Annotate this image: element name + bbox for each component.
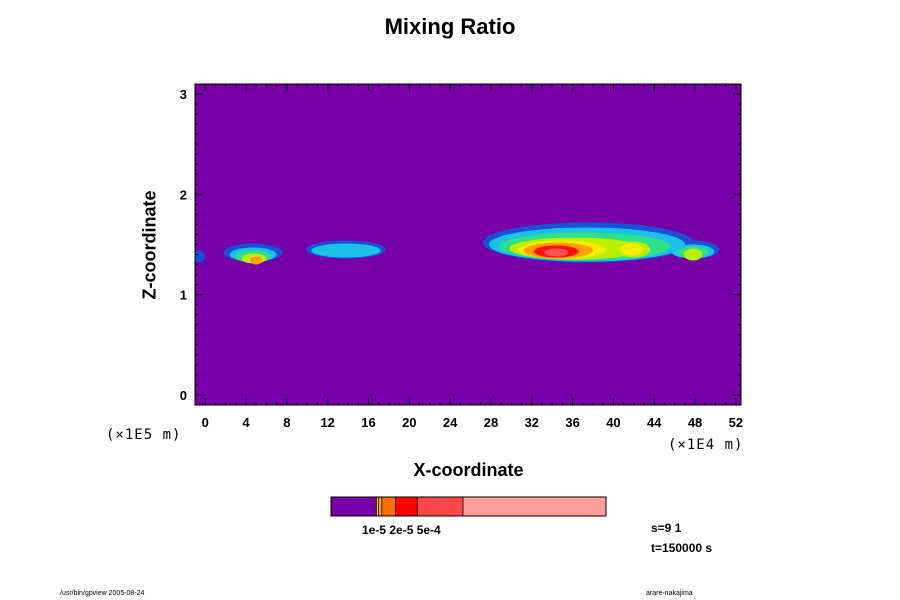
x-tick-label: 8: [283, 415, 290, 430]
x-tick-label: 32: [525, 415, 539, 430]
y-tick-label: 2: [180, 187, 187, 202]
contour-region-3-3: [683, 248, 703, 261]
colorbar-frame: [330, 496, 607, 517]
x-tick-label: 28: [484, 415, 498, 430]
colorbar-segment: [376, 497, 379, 516]
field-contours: [195, 222, 720, 265]
colorbar-segment: [378, 497, 382, 516]
x-tick-label: 0: [202, 415, 209, 430]
y-tick-label: 3: [180, 87, 187, 102]
step-info: s=9 1: [651, 521, 682, 535]
plot-area: [194, 83, 742, 406]
y-axis-unit: (×1E5 m): [106, 427, 182, 443]
contour-region-7-0: [544, 248, 569, 257]
colorbar-segment: [331, 497, 377, 516]
x-tick-label: 40: [606, 415, 620, 430]
contour-region-1-1: [311, 243, 381, 258]
colorbar-tick-labels: 1e-5 2e-5 5e-4: [362, 523, 441, 537]
footer-author: arare-nakajima: [646, 590, 693, 597]
x-tick-label: 12: [320, 415, 334, 430]
colorbar-segment: [381, 497, 396, 516]
x-axis-unit: (×1E4 m): [668, 437, 744, 453]
x-tick-label: 52: [729, 415, 743, 430]
y-tick-label: 1: [180, 288, 187, 303]
chart-title: Mixing Ratio: [384, 14, 516, 39]
footer-command: /usr/bin/gpview 2005-08-24: [60, 590, 145, 597]
x-tick-label: 36: [565, 415, 579, 430]
colorbar-segment: [395, 497, 418, 516]
colorbar: [330, 496, 607, 517]
colorbar-segment: [463, 497, 606, 516]
x-tick-label: 48: [688, 415, 702, 430]
contour-region-0-0: [195, 250, 206, 263]
y-tick-label: 0: [180, 388, 187, 403]
y-axis-label: Z-coordinate: [139, 190, 160, 300]
contour-region-4-1: [620, 243, 644, 256]
contour-region-5-0: [250, 256, 263, 265]
time-info: t=150000 s: [651, 541, 713, 555]
x-tick-label: 16: [361, 415, 375, 430]
x-tick-label: 20: [402, 415, 416, 430]
x-tick-label: 24: [443, 415, 458, 430]
x-tick-label: 4: [242, 415, 250, 430]
colorbar-segment: [417, 497, 463, 516]
x-tick-label: 44: [647, 415, 662, 430]
x-axis-label: X-coordinate: [413, 460, 524, 480]
